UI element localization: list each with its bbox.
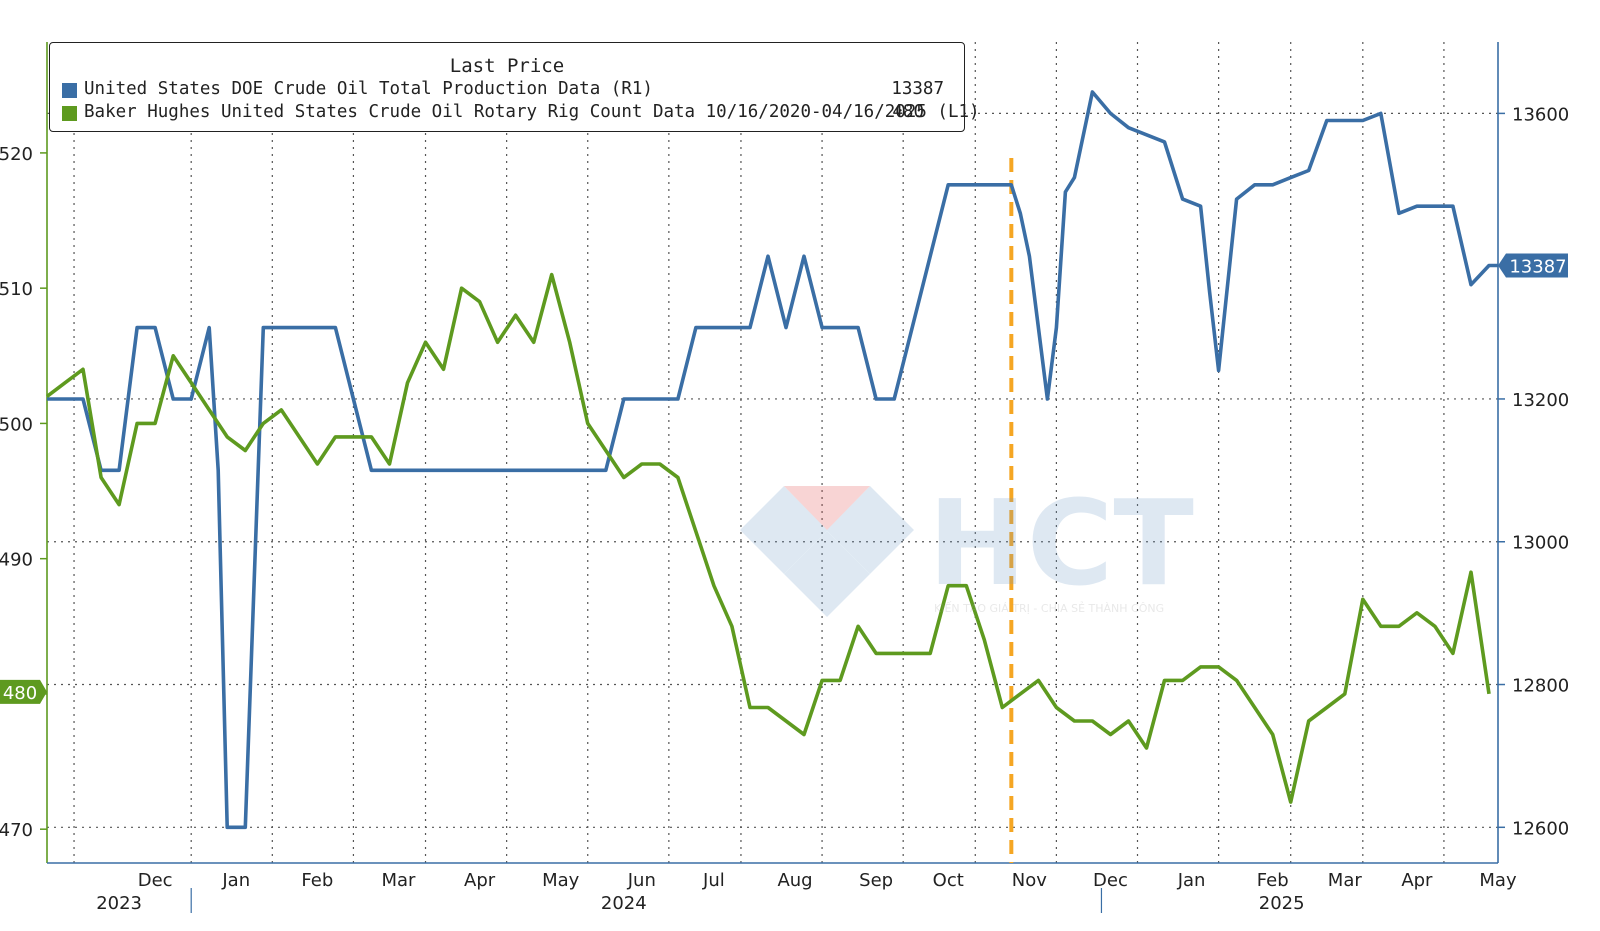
left-current-value-label: 480 [3, 683, 37, 704]
x-axis-month-label: Dec [138, 870, 173, 891]
legend-entry-rig-count: Baker Hughes United States Crude Oil Rot… [62, 102, 980, 126]
watermark-text: HCT [928, 484, 1194, 612]
right-axis-tick-label: 12800 [1512, 676, 1569, 697]
watermark-diamond-top-left [740, 486, 828, 574]
x-axis-year-label: 2023 [96, 893, 142, 914]
left-axis-tick-label: 470 [0, 820, 33, 841]
legend-entry-value: 13387 [891, 79, 944, 99]
x-axis-month-label: Mar [382, 870, 417, 891]
left-axis-tick-label: 500 [0, 414, 33, 435]
legend-swatch-blue [62, 83, 77, 98]
left-current-value-tag [0, 679, 47, 704]
watermark-diamond-top-right [826, 486, 914, 574]
axis-layer: 4704804905005105201260012800130001320013… [0, 42, 1569, 914]
x-axis-month-label: Sep [859, 870, 893, 891]
series-layer [45, 90, 1498, 830]
right-axis-tick-label: 13200 [1512, 390, 1569, 411]
legend-entry-value: 480 [892, 102, 924, 122]
x-axis-month-label: Feb [301, 870, 333, 891]
right-axis-tick-label: 13600 [1512, 104, 1569, 125]
x-axis-month-label: Aug [777, 870, 812, 891]
production-series-line [47, 90, 1498, 830]
legend-entry-production: United States DOE Crude Oil Total Produc… [62, 79, 954, 103]
chart-legend: Last Price United States DOE Crude Oil T… [49, 42, 980, 132]
watermark-triangle-red [784, 486, 870, 530]
x-axis-month-label: Jul [702, 870, 725, 891]
x-axis-month-label: Nov [1012, 870, 1047, 891]
x-axis-month-label: Jan [1177, 870, 1206, 891]
x-axis-month-label: Apr [1401, 870, 1433, 891]
right-axis-tick-label: 13000 [1512, 533, 1569, 554]
rig-count-series-line [45, 272, 1491, 804]
right-current-value-tag [1498, 253, 1568, 278]
legend-entry-label: United States DOE Crude Oil Total Produc… [84, 79, 653, 99]
x-axis-year-label: 2025 [1259, 893, 1305, 914]
label-layer: 13387 480 [0, 253, 1568, 704]
x-axis-month-label: May [542, 870, 580, 891]
left-axis-tick-label: 490 [0, 550, 33, 571]
x-axis-month-label: May [1479, 870, 1517, 891]
grid-layer [47, 42, 1498, 863]
x-axis-month-label: Jan [221, 870, 250, 891]
x-axis-month-label: Oct [933, 870, 964, 891]
right-current-value-label: 13387 [1509, 256, 1566, 277]
x-axis-month-label: Feb [1257, 870, 1289, 891]
left-axis-tick-label: 520 [0, 144, 33, 165]
x-axis-year-label: 2024 [601, 893, 647, 914]
watermark-tagline: KIẾN TẠO GIÁ TRỊ - CHIA SẺ THÀNH CÔNG [934, 601, 1164, 615]
legend-swatch-green [62, 106, 77, 121]
legend-entry-label: Baker Hughes United States Crude Oil Rot… [84, 102, 980, 122]
x-axis-month-label: Apr [464, 870, 496, 891]
x-axis-month-label: Mar [1328, 870, 1363, 891]
legend-title: Last Price [449, 55, 565, 77]
left-axis-tick-label: 510 [0, 279, 33, 300]
x-axis-month-label: Dec [1093, 870, 1128, 891]
x-axis-month-label: Jun [627, 870, 656, 891]
watermark-diamond-bottom [784, 531, 870, 617]
watermark-logo: HCT KIẾN TẠO GIÁ TRỊ - CHIA SẺ THÀNH CÔN… [740, 484, 1194, 617]
right-axis-tick-label: 12600 [1512, 818, 1569, 839]
